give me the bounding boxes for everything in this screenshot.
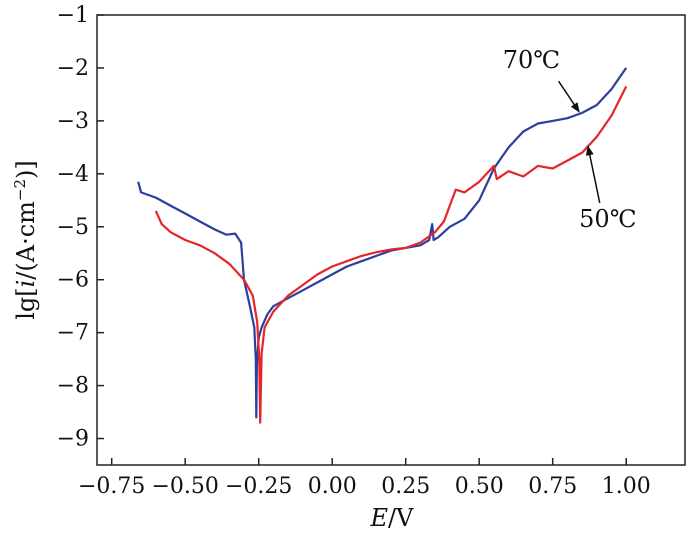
x-axis-title: E/V	[370, 504, 415, 532]
annotations-layer: 70℃ 50℃	[503, 46, 637, 233]
series-layer	[137, 67, 628, 424]
y-tick-label: −7	[57, 321, 89, 346]
x-axis-title-unit: /V	[388, 504, 414, 532]
y-tick-label: −2	[57, 56, 89, 81]
x-axis-ticks: −0.75 −0.50 −0.25 0.00 0.25 0.50 0.75 1.00	[78, 458, 651, 499]
y-tick-label: −8	[57, 374, 89, 399]
x-tick-label: −0.50	[151, 474, 218, 499]
y-axis-title-unit: /(A·cm	[12, 201, 40, 280]
annotation-arrow-50	[585, 145, 601, 204]
annotation-label-70: 70℃	[503, 46, 560, 74]
x-tick-label: −0.75	[78, 474, 145, 499]
y-tick-label: −6	[57, 268, 89, 293]
y-tick-label: −5	[57, 215, 89, 240]
series-line-70℃	[137, 67, 628, 419]
x-tick-label: 0.00	[308, 474, 357, 499]
y-axis-title-prefix: lg[	[12, 287, 40, 319]
x-axis-title-symbol: E	[370, 504, 389, 532]
y-tick-label: −1	[57, 3, 89, 28]
x-tick-label: −0.25	[225, 474, 292, 499]
x-tick-label: 0.25	[381, 474, 430, 499]
y-axis-title-suffix: )]	[12, 160, 40, 179]
y-axis-title-symbol: i	[12, 280, 40, 288]
x-tick-label: 1.00	[602, 474, 651, 499]
x-tick-label: 0.50	[455, 474, 504, 499]
x-tick-label: 0.75	[528, 474, 577, 499]
annotation-arrow-70	[557, 80, 580, 113]
y-axis-title-exponent: −2	[11, 179, 29, 201]
plot-frame	[96, 14, 686, 466]
annotation-label-50: 50℃	[579, 205, 636, 233]
y-tick-label: −9	[57, 427, 89, 452]
y-axis-title: lg[i/(A·cm−2)]	[11, 160, 40, 320]
y-tick-label: −3	[57, 109, 89, 134]
y-axis-ticks: −9 −8 −7 −6 −5 −4 −3 −2 −1	[57, 3, 104, 452]
y-tick-label: −4	[57, 162, 89, 187]
series-line-50℃	[154, 86, 628, 424]
